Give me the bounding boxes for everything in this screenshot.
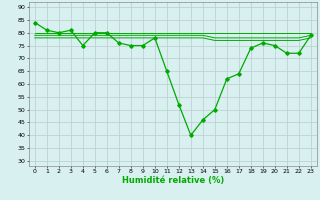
X-axis label: Humidité relative (%): Humidité relative (%) xyxy=(122,176,224,185)
